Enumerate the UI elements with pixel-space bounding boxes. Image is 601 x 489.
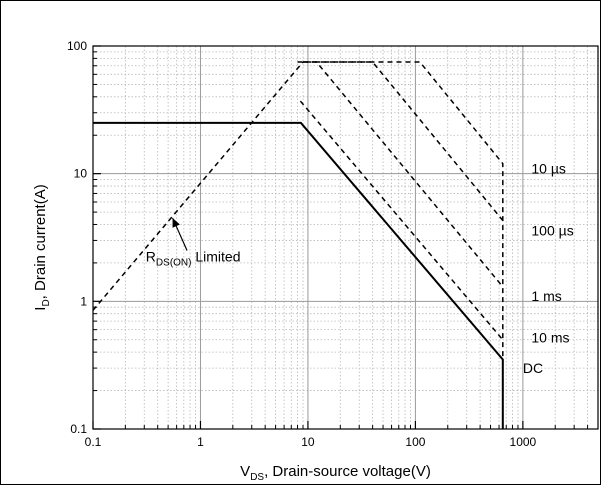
curve-label: 1 ms	[531, 288, 561, 304]
annotation-rest: Limited	[191, 249, 240, 265]
x-axis-label: VDS, Drain-source voltage(V)	[240, 463, 431, 483]
x-tick-label: 10	[301, 435, 315, 449]
soa-series-4	[303, 61, 504, 288]
y-axis-label-main: I	[32, 307, 49, 311]
series-group	[92, 61, 504, 429]
x-axis-label-main: V	[240, 463, 250, 480]
y-tick-label: 0.1	[70, 422, 87, 436]
annotation-sub: DS(ON)	[156, 258, 192, 269]
soa-series-3	[303, 61, 504, 221]
tick-labels: 0.1 1 10 100 1000 0.1 1 10 100	[67, 39, 537, 449]
curve-label: DC	[523, 360, 543, 376]
soa-series-6	[93, 121, 504, 429]
major-grid	[93, 46, 598, 429]
annotation-main: R	[146, 249, 156, 265]
plot-border	[92, 45, 599, 430]
ticks-group	[92, 45, 589, 430]
x-tick-label: 0.1	[85, 435, 102, 449]
x-axis-label-sub: DS	[250, 472, 264, 483]
y-axis-label-sub: D	[41, 299, 52, 306]
curve-label: 100 µs	[531, 222, 573, 238]
rds-on-annotation: RDS(ON) Limited	[146, 217, 241, 269]
annotation-arrowhead	[172, 217, 180, 228]
x-axis-label-rest: , Drain-source voltage(V)	[264, 463, 431, 480]
x-tick-label: 1	[197, 435, 204, 449]
minor-grid	[93, 46, 598, 429]
y-tick-label: 10	[74, 167, 88, 181]
soa-series-5	[299, 100, 504, 341]
x-tick-label: 100	[405, 435, 425, 449]
curve-label: 10 ms	[531, 330, 569, 346]
curve-label: 10 µs	[531, 160, 566, 176]
soa-series-1	[92, 61, 304, 311]
annotation-text: RDS(ON) Limited	[146, 249, 241, 269]
y-tick-label: 1	[80, 294, 87, 308]
y-tick-label: 100	[67, 39, 87, 53]
x-tick-label: 1000	[510, 435, 537, 449]
curve-labels: 10 µs 100 µs 1 ms 10 ms DC	[523, 160, 574, 376]
y-axis-label-rest: , Drain current(A)	[32, 184, 49, 299]
y-axis-label: ID, Drain current(A)	[32, 184, 52, 310]
soa-series-2	[297, 61, 504, 429]
